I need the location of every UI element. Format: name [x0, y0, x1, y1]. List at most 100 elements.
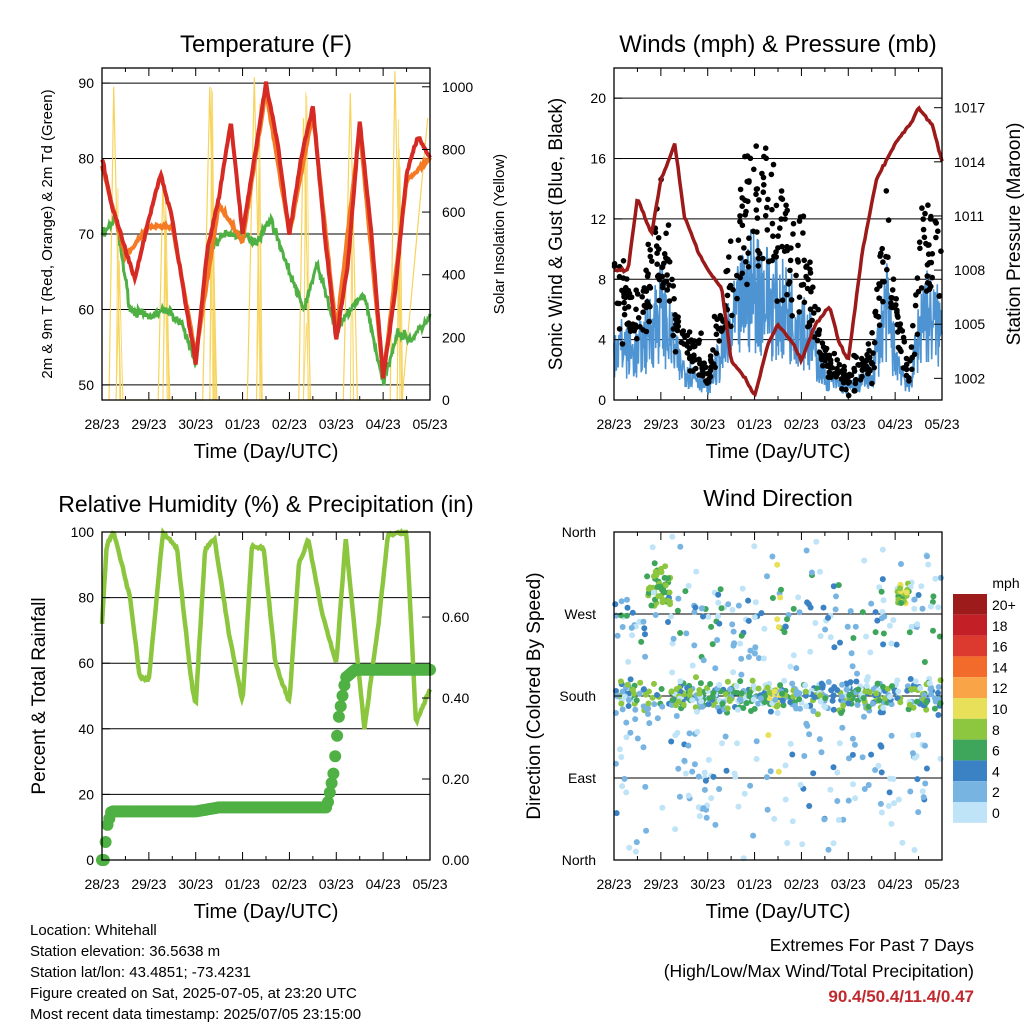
gust-point [654, 261, 660, 268]
precip-point [332, 710, 345, 723]
direction-point [651, 560, 658, 567]
direction-point [758, 610, 765, 617]
direction-point [848, 650, 855, 657]
gust-point [880, 259, 886, 265]
temperature-panel: Temperature (F) 28/23 29/23 30/23 01/23 02/23… [39, 31, 508, 463]
precip-point [329, 750, 342, 763]
direction-point [674, 607, 681, 614]
gust-point [700, 371, 706, 378]
gust-point [786, 279, 793, 285]
gust-point [825, 374, 832, 381]
gust-point [881, 279, 887, 285]
direction-point [655, 593, 662, 600]
gust-point [927, 216, 934, 222]
x-tick-label: 29/23 [131, 416, 166, 432]
direction-point [756, 655, 762, 662]
direction-point [761, 625, 768, 632]
gust-point [903, 355, 910, 362]
direction-point [834, 769, 841, 776]
direction-point [673, 713, 680, 719]
direction-point [699, 605, 706, 612]
direction-point [618, 700, 625, 707]
direction-point [929, 599, 936, 605]
precip-point [327, 767, 340, 780]
gust-point [893, 302, 899, 308]
gust-point [790, 231, 796, 237]
direction-point [891, 800, 898, 807]
gust-point [664, 272, 670, 278]
direction-point [703, 814, 710, 821]
x-tick-label: 30/23 [178, 416, 213, 432]
direction-point [764, 684, 771, 691]
gust-point [845, 392, 852, 399]
direction-point [937, 574, 944, 581]
direction-point [887, 775, 894, 782]
gust-point [877, 283, 883, 289]
direction-point [677, 543, 684, 550]
gust-point [729, 312, 735, 319]
direction-point [833, 593, 839, 600]
gust-point [801, 257, 807, 264]
direction-point [851, 741, 858, 748]
y2-tick-label: 0.00 [442, 852, 469, 868]
direction-point [789, 680, 796, 687]
gust-point [726, 254, 732, 260]
direction-point [689, 662, 696, 669]
humidity-precip-panel: Relative Humidity (%) & Precipitation (i… [29, 491, 474, 923]
direction-point [718, 605, 725, 612]
direction-point [670, 635, 677, 642]
direction-point [806, 731, 813, 738]
gust-point [914, 331, 921, 338]
gust-point [656, 297, 662, 304]
gust-point [649, 258, 655, 265]
y2-tick-label: 1014 [954, 154, 985, 170]
gust-point [705, 379, 712, 385]
x-tick-label: 30/23 [690, 876, 725, 892]
direction-point [694, 728, 701, 735]
x-tick-label: 01/23 [225, 416, 260, 432]
direction-point [681, 757, 688, 764]
gust-point [899, 328, 906, 334]
direction-point [850, 781, 856, 788]
y-tick-label: 70 [78, 226, 94, 242]
direction-point [874, 617, 881, 624]
direction-point [880, 641, 887, 648]
y2-tick-label: 400 [442, 267, 466, 283]
gust-point [734, 272, 740, 279]
direction-point [912, 754, 918, 761]
direction-point [619, 783, 626, 790]
direction-point [628, 624, 635, 631]
direction-point [735, 602, 742, 609]
direction-point [914, 621, 921, 628]
y-tick-label: 100 [71, 524, 95, 540]
gust-point [753, 191, 759, 198]
direction-point [795, 594, 802, 601]
panel-title: Temperature (F) [180, 31, 352, 58]
gust-point [778, 195, 784, 201]
legend-swatch [953, 802, 987, 823]
direction-point [685, 742, 692, 749]
direction-point [825, 614, 831, 621]
direction-point [619, 706, 626, 713]
gust-point [724, 267, 731, 274]
gust-point [929, 274, 935, 281]
direction-point [910, 732, 917, 739]
gust-point [688, 337, 695, 343]
y-tick-label: North [562, 524, 596, 540]
direction-point [653, 572, 660, 579]
direction-point [906, 629, 913, 636]
direction-point [937, 677, 944, 684]
gust-point [846, 379, 852, 385]
y-tick-label: 80 [78, 151, 94, 167]
direction-point [888, 640, 895, 647]
created-text: Figure created on Sat, 2025-07-05, at 23… [30, 985, 357, 1002]
direction-point [917, 685, 924, 692]
precip-point [322, 796, 334, 808]
gust-point [789, 313, 795, 319]
gust-point [787, 267, 793, 274]
direction-point [676, 793, 683, 800]
gust-point [806, 319, 813, 326]
extremes-values: 90.4/50.4/11.4/0.47 [828, 987, 974, 1006]
direction-point [843, 686, 850, 693]
extremes-title: Extremes For Past 7 Days [769, 935, 974, 955]
